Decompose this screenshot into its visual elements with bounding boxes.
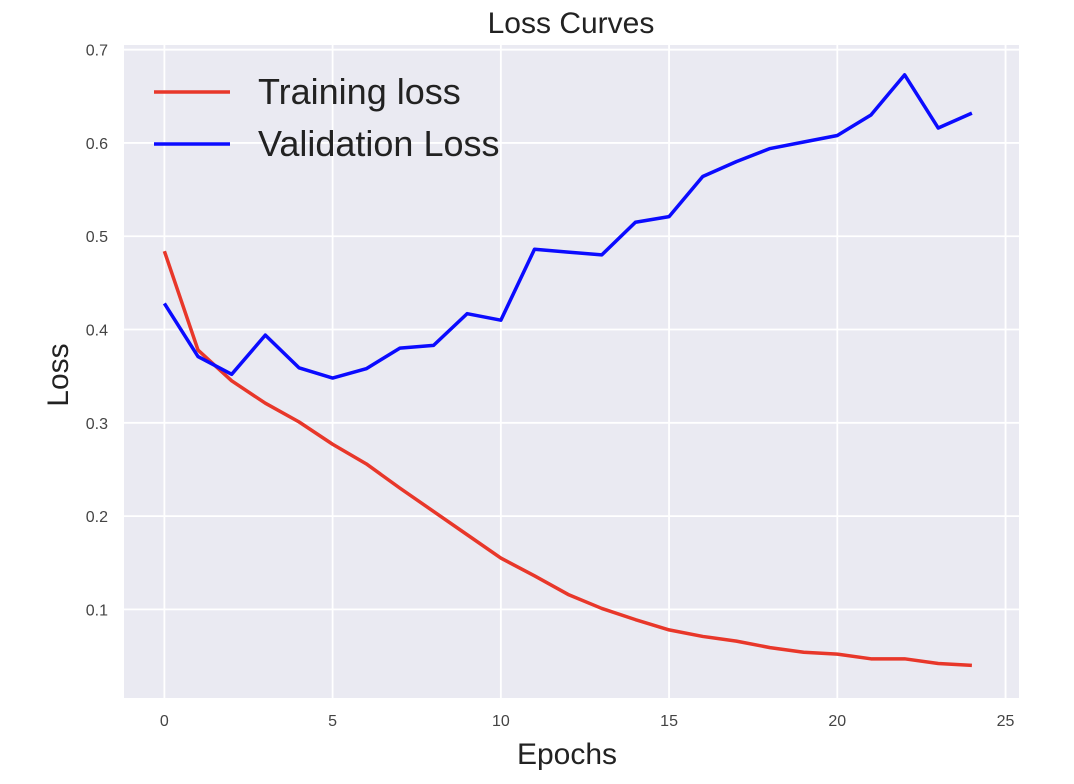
y-tick-label: 0.5	[86, 229, 108, 246]
series-line-validation	[162, 73, 973, 380]
legend-label-validation: Validation Loss	[258, 123, 500, 164]
series-layer	[162, 73, 973, 668]
y-axis-label: Loss	[42, 343, 75, 406]
x-tick-label: 15	[660, 713, 678, 730]
y-tick-label: 0.4	[86, 323, 108, 340]
x-tick-label: 25	[997, 713, 1015, 730]
y-tick-label: 0.1	[86, 602, 108, 619]
x-tick-label: 5	[328, 713, 337, 730]
x-tick-label: 0	[160, 713, 169, 730]
y-tick-label: 0.2	[86, 509, 108, 526]
x-axis-label: Epochs	[517, 738, 617, 771]
y-tick-labels: 0.1 0.2 0.3 0.4 0.5 0.6 0.7	[86, 43, 108, 620]
y-tick-label: 0.3	[86, 416, 108, 433]
y-tick-label: 0.6	[86, 136, 108, 153]
series-line-training	[162, 250, 972, 668]
legend-label-training: Training loss	[258, 71, 461, 112]
legend: Training loss Validation Loss	[154, 71, 500, 164]
chart-title: Loss Curves	[488, 7, 655, 40]
x-tick-label: 10	[492, 713, 510, 730]
y-tick-label: 0.7	[86, 43, 108, 60]
grid	[124, 45, 1019, 698]
x-tick-labels: 0 5 10 15 20 25	[160, 713, 1015, 730]
plot-background	[124, 45, 1019, 698]
x-tick-label: 20	[828, 713, 846, 730]
